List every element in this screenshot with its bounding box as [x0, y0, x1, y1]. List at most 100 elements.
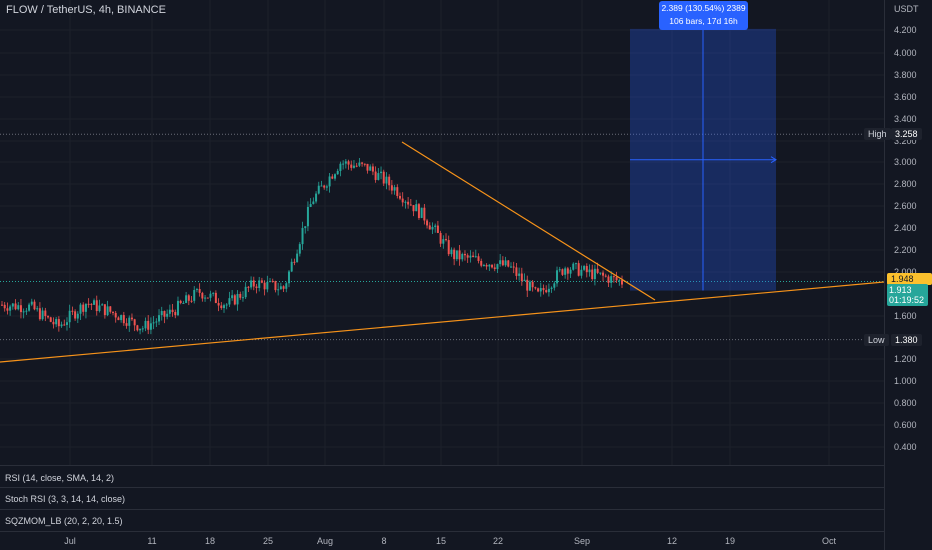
- candle-body: [195, 289, 198, 291]
- candle-body: [282, 286, 285, 289]
- candle-body: [22, 311, 25, 313]
- candle-body: [185, 295, 188, 303]
- candle-body: [428, 225, 431, 230]
- candle-body: [57, 319, 60, 327]
- candle-body: [130, 317, 133, 320]
- candle-body: [344, 161, 347, 164]
- candle-body: [231, 295, 234, 299]
- candle-body: [68, 310, 71, 323]
- candle-body: [610, 276, 613, 283]
- candle-body: [509, 266, 512, 268]
- candle-body: [342, 163, 345, 165]
- rsi-indicator-label[interactable]: RSI (14, close, SMA, 14, 2): [5, 473, 115, 483]
- candle-body: [420, 207, 423, 218]
- candle-body: [93, 300, 96, 305]
- candle-body: [485, 264, 488, 267]
- candle-body: [147, 320, 150, 330]
- price-tick-label: 3.000: [894, 157, 917, 167]
- candle-body: [499, 260, 502, 265]
- candle-body: [87, 303, 90, 305]
- candle-body: [114, 312, 117, 318]
- candle-body: [144, 320, 147, 329]
- candle-body: [591, 269, 594, 280]
- candle-body: [558, 269, 561, 271]
- candle-body: [607, 276, 610, 283]
- last-price-tag: 1.913 01:19:52: [887, 284, 928, 306]
- candle-body: [285, 283, 288, 289]
- candle-body: [125, 323, 128, 326]
- candle-body: [390, 185, 393, 191]
- symbol-title[interactable]: FLOW / TetherUS, 4h, BINANCE: [6, 4, 166, 16]
- candle-body: [228, 298, 231, 305]
- candle-body: [152, 322, 155, 324]
- candle-body: [480, 260, 483, 266]
- candle-body: [19, 305, 22, 313]
- support-trendline: [0, 281, 885, 363]
- candle-body: [304, 226, 307, 229]
- candle-body: [339, 163, 342, 171]
- candle-body: [463, 253, 466, 256]
- candle-body: [223, 305, 226, 309]
- candle-body: [312, 201, 315, 205]
- pane-separator[interactable]: [0, 531, 884, 532]
- candle-body: [599, 272, 602, 274]
- sqzmom-indicator-label[interactable]: SQZMOM_LB (20, 2, 20, 1.5): [5, 516, 123, 526]
- candle-body: [168, 309, 171, 314]
- pane-separator[interactable]: [0, 465, 884, 466]
- candle-body: [477, 256, 480, 261]
- candle-body: [44, 310, 47, 317]
- high-label-tag: High: [864, 128, 891, 140]
- price-tick-label: 0.600: [894, 420, 917, 430]
- candle-body: [133, 319, 136, 326]
- candle-body: [79, 304, 82, 314]
- time-tick-label: 25: [263, 536, 273, 546]
- candle-body: [556, 270, 559, 284]
- candle-body: [112, 311, 115, 313]
- candle-body: [491, 264, 494, 268]
- candle-body: [71, 310, 74, 312]
- candle-body: [504, 260, 507, 266]
- candle-body: [453, 249, 456, 260]
- candle-body: [393, 187, 396, 191]
- candle-body: [363, 163, 366, 165]
- candle-body: [596, 268, 599, 273]
- candle-body: [602, 272, 605, 276]
- candle-body: [547, 288, 550, 293]
- price-tick-label: 4.200: [894, 25, 917, 35]
- candle-body: [122, 315, 125, 324]
- time-tick-label: 22: [493, 536, 503, 546]
- candle-body: [52, 321, 55, 325]
- pane-separator[interactable]: [0, 487, 884, 488]
- candle-body: [336, 170, 339, 175]
- candle-body: [82, 304, 85, 312]
- candle-body: [618, 280, 621, 282]
- pane-separator[interactable]: [0, 509, 884, 510]
- candle-body: [269, 280, 272, 282]
- candle-body: [220, 305, 223, 309]
- candle-body: [315, 193, 318, 202]
- candle-body: [98, 305, 101, 312]
- time-tick-label: 15: [436, 536, 446, 546]
- candle-body: [139, 328, 142, 331]
- candle-body: [347, 161, 350, 165]
- price-tick-label: 1.600: [894, 311, 917, 321]
- candle-body: [545, 290, 548, 293]
- candle-body: [201, 292, 204, 299]
- candle-body: [412, 205, 415, 212]
- candle-body: [445, 239, 448, 241]
- candle-body: [306, 206, 309, 227]
- candle-body: [474, 256, 477, 258]
- candle-body: [65, 322, 68, 325]
- candle-body: [271, 280, 274, 282]
- candle-body: [398, 195, 401, 199]
- candle-body: [496, 264, 499, 270]
- candle-body: [109, 306, 112, 312]
- candle-body: [401, 198, 404, 203]
- candle-body: [369, 166, 372, 171]
- candle-body: [301, 228, 304, 245]
- stoch-rsi-indicator-label[interactable]: Stoch RSI (3, 3, 14, 14, close): [5, 494, 126, 504]
- candle-body: [128, 317, 131, 326]
- price-axis[interactable]: [884, 0, 932, 550]
- price-tick-label: 3.800: [894, 70, 917, 80]
